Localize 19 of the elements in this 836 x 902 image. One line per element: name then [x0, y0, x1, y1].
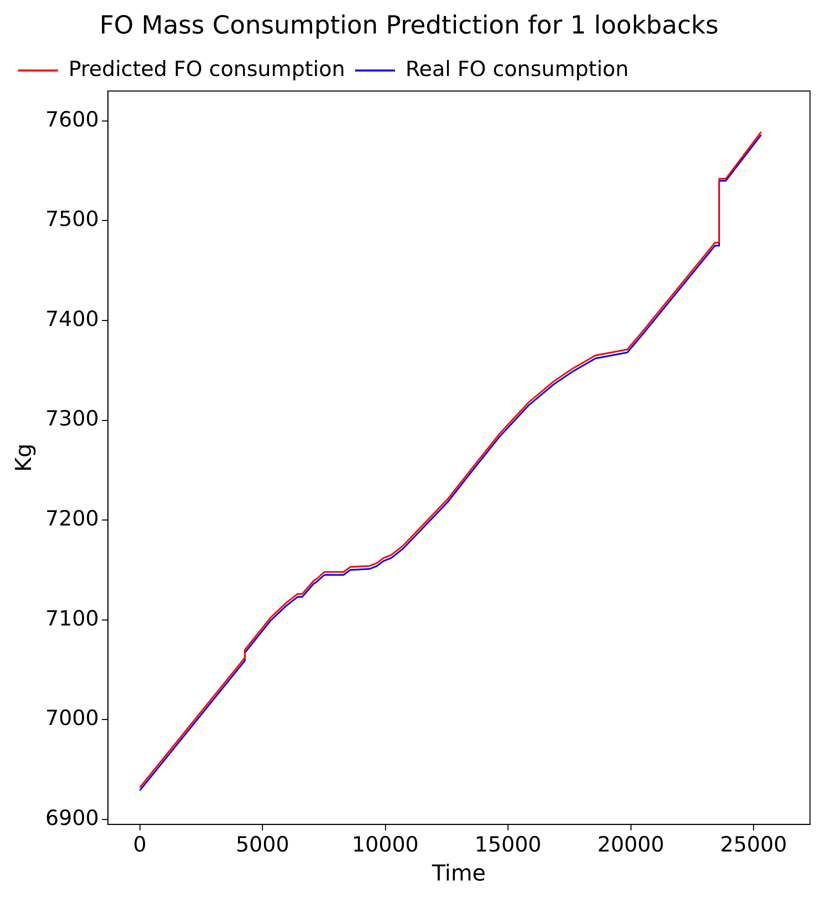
x-tick-label: 5000	[236, 832, 290, 856]
y-tick-label: 7200	[45, 506, 99, 531]
legend-label: Predicted FO consumption	[68, 56, 346, 81]
y-tick-label: 7500	[45, 207, 99, 232]
y-tick-label: 7400	[45, 306, 99, 331]
y-tick-label: 7000	[45, 706, 99, 730]
x-tick-label: 25000	[720, 832, 787, 856]
legend-label: Real FO consumption	[406, 56, 629, 81]
y-tick-label: 7600	[45, 107, 99, 132]
chart-title: FO Mass Consumption Predtiction for 1 lookbacks	[100, 10, 718, 40]
x-axis-title: Time	[431, 862, 486, 887]
x-tick-label: 20000	[597, 832, 664, 856]
x-tick-label: 0	[133, 832, 146, 856]
y-axis-title: Kg	[12, 443, 37, 472]
x-tick-label: 10000	[352, 832, 419, 856]
y-tick-label: 6900	[45, 806, 99, 830]
y-tick-label: 7100	[45, 606, 99, 630]
x-tick-label: 15000	[474, 832, 542, 856]
y-tick-label: 7300	[45, 406, 99, 431]
